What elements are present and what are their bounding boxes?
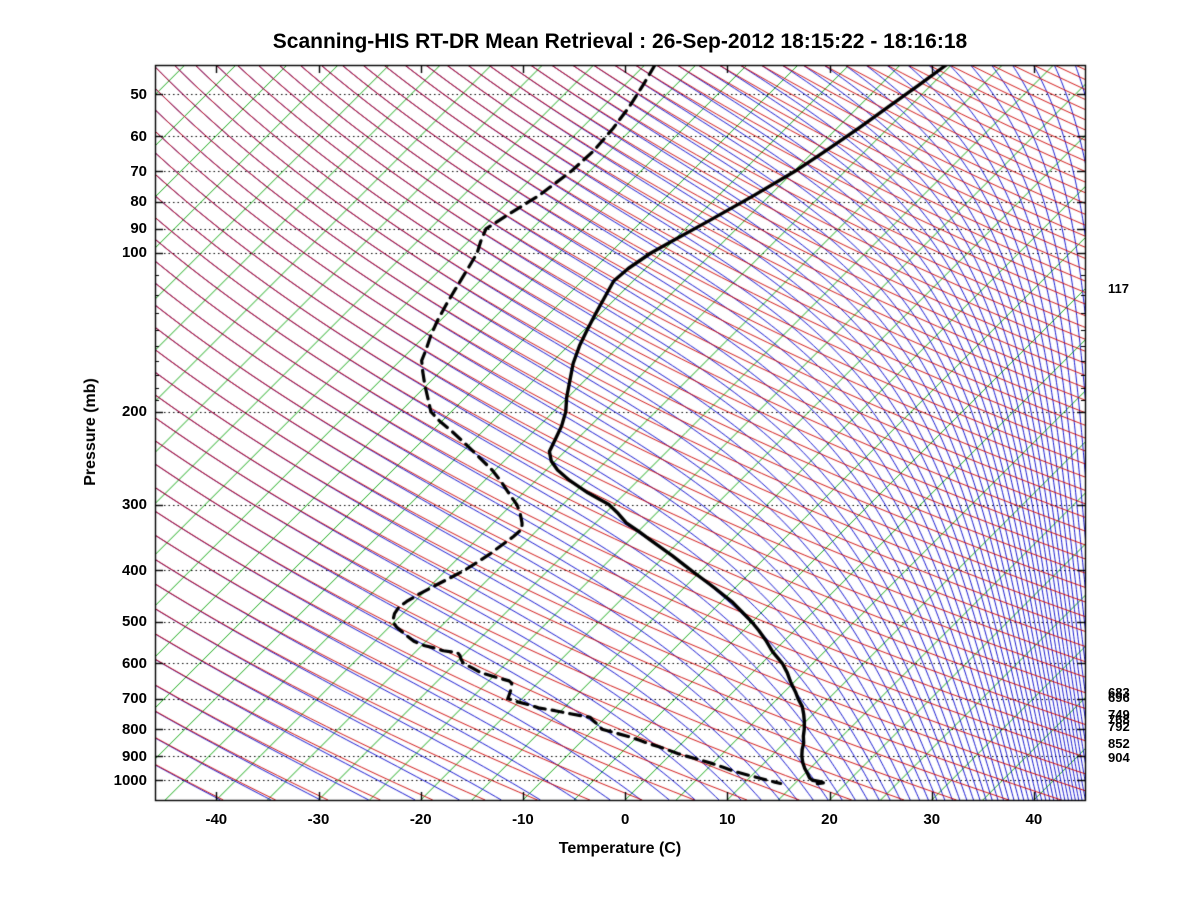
y-tick-label: 1000 [113,771,147,789]
x-tick-label: -20 [409,811,432,828]
x-tick-label: 30 [923,811,941,828]
y-tick-label: 50 [130,85,147,103]
y-tick-label: 90 [130,220,147,238]
pressure-annotation: 749 [1108,706,1130,722]
pressure-annotation: 768 [1108,712,1130,728]
chart-title: Scanning-HIS RT-DR Mean Retrieval : 26-S… [272,30,968,53]
y-tick-label: 60 [130,127,147,145]
x-tick-label: 10 [718,811,736,828]
y-tick-label: 900 [121,747,147,765]
y-tick-label: 70 [130,162,147,180]
x-tick-label: -40 [205,811,228,828]
x-tick-label: 40 [1025,811,1043,828]
y-axis-label: Pressure (mb) [82,378,99,486]
pressure-annotation: 852 [1108,736,1130,752]
y-tick-label: 800 [121,720,147,738]
pressure-annotation: 696 [1108,689,1130,705]
y-tick-label: 500 [121,613,147,631]
pressure-annotation: 117 [1108,281,1129,297]
pressure-annotation: 792 [1108,719,1130,735]
x-tick-label: -10 [512,811,534,828]
y-tick-label: 400 [121,561,147,579]
y-tick-label: 200 [121,403,147,421]
y-tick-label: 700 [121,690,147,708]
x-tick-label: 20 [821,811,838,828]
x-axis-label: Temperature (C) [558,840,682,857]
pressure-annotation: 904 [1108,749,1130,765]
x-tick-label: -30 [307,811,330,828]
y-tick-label: 100 [121,244,147,262]
y-tick-label: 300 [121,496,147,514]
pressure-annotation: 683 [1108,685,1130,701]
y-tick-label: 80 [130,193,147,211]
x-tick-label: 0 [620,811,630,828]
y-tick-label: 600 [121,654,147,672]
